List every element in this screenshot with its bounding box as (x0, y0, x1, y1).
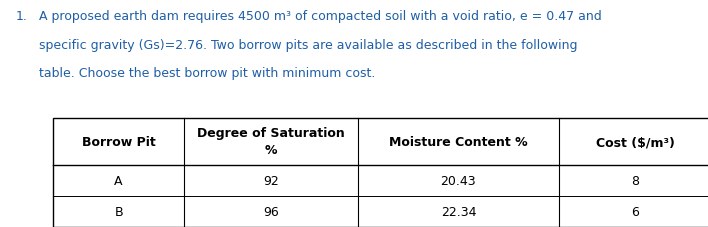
Text: 20.43: 20.43 (440, 175, 476, 188)
Bar (53, 118, 708, 227)
Text: 8: 8 (632, 175, 639, 188)
Text: Moisture Content %: Moisture Content % (389, 135, 527, 148)
Text: A proposed earth dam requires 4500 m³ of compacted soil with a void ratio, e = 0: A proposed earth dam requires 4500 m³ of… (39, 10, 602, 23)
Text: table. Choose the best borrow pit with minimum cost.: table. Choose the best borrow pit with m… (39, 67, 375, 80)
Text: 92: 92 (263, 175, 279, 188)
Text: 22.34: 22.34 (440, 205, 476, 218)
Text: Cost ($/m³): Cost ($/m³) (596, 135, 675, 148)
Text: specific gravity (Gs)=2.76. Two borrow pits are available as described in the fo: specific gravity (Gs)=2.76. Two borrow p… (39, 39, 578, 52)
Text: 6: 6 (632, 205, 639, 218)
Text: 96: 96 (263, 205, 279, 218)
Text: Borrow Pit: Borrow Pit (81, 135, 156, 148)
Text: A: A (114, 175, 123, 188)
Text: Degree of Saturation
%: Degree of Saturation % (197, 127, 345, 157)
Text: B: B (114, 205, 123, 218)
Text: 1.: 1. (16, 10, 28, 23)
